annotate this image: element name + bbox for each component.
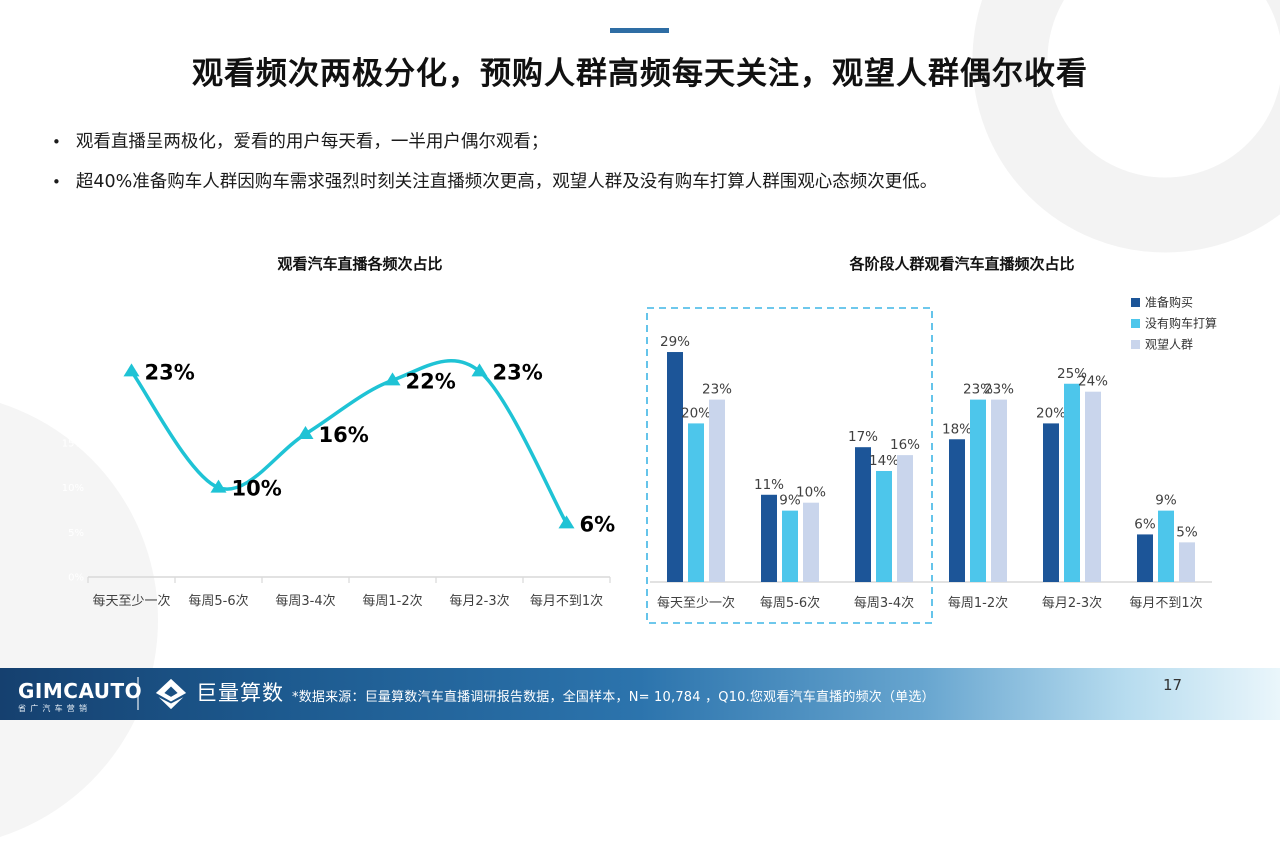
bar-value-label: 23%	[984, 382, 1014, 398]
bar-value-label: 10%	[796, 485, 826, 501]
x-category-label: 每周5-6次	[188, 593, 248, 609]
bar	[1043, 423, 1059, 582]
triangle-marker-icon	[210, 479, 227, 493]
line-chart: 观看汽车直播各频次占比 0% 5% 10% 15% 20% 25% 每天至少一次 每周5-6次 每…	[62, 255, 615, 609]
bar-value-label: 17%	[848, 429, 878, 445]
bar	[970, 399, 986, 582]
bar-value-label: 9%	[1155, 493, 1177, 509]
brand-subtitle: 省广汽车营销	[18, 704, 92, 713]
chart-title: 各阶段人群观看汽车直播频次占比	[848, 255, 1074, 273]
triangle-marker-icon	[297, 425, 314, 439]
bar	[667, 352, 683, 582]
bar	[782, 510, 798, 582]
bar	[949, 439, 965, 582]
x-category-label: 每周3-4次	[854, 595, 914, 611]
bullet-item: • 超40%准备购车人群因购车需求强烈时刻关注直播频次更高，观望人群及没有购车打…	[48, 169, 1198, 196]
x-category-label: 每天至少一次	[657, 595, 735, 611]
legend-label: 没有购车打算	[1145, 316, 1217, 331]
triangle-marker-icon	[384, 372, 401, 386]
bar	[1137, 534, 1153, 582]
x-category-label: 每周1-2次	[948, 595, 1008, 611]
triangle-marker-icon	[471, 363, 488, 377]
data-label: 16%	[319, 423, 369, 447]
data-label: 22%	[406, 369, 456, 393]
bar	[709, 399, 725, 582]
bar	[991, 399, 1007, 582]
footer-bar: GIMCAUTO 省广汽车营销 巨量算数 *数据来源：巨量算数汽车直播调研报告数…	[0, 668, 1280, 720]
x-category-label: 每月2-3次	[1042, 595, 1102, 611]
bar	[876, 470, 892, 582]
bar	[1158, 510, 1174, 582]
bar-value-label: 6%	[1134, 516, 1156, 532]
ocean-engine-wordmark: 巨量算数	[196, 681, 284, 705]
bar-chart: 各阶段人群观看汽车直播频次占比每天至少一次29%20%23%每周5-6次11%9…	[646, 255, 1217, 624]
data-label: 23%	[493, 360, 543, 384]
legend-swatch	[1131, 298, 1140, 307]
bar	[1085, 391, 1101, 582]
bar	[803, 502, 819, 582]
x-category-label: 每周5-6次	[760, 595, 820, 611]
x-category-label: 每月2-3次	[449, 593, 509, 609]
line-chart-root: 观看汽车直播各频次占比 0% 5% 10% 15% 20% 25% 每天至少一次 每周5-6次 每…	[62, 255, 615, 609]
triangle-marker-icon	[558, 515, 575, 529]
bar-value-label: 16%	[890, 437, 920, 453]
chart-title: 观看汽车直播各频次占比	[277, 255, 442, 273]
bar	[1064, 383, 1080, 582]
line-series	[129, 359, 569, 526]
y-tick-label: 20%	[62, 394, 84, 405]
x-category-label: 每月不到1次	[1129, 595, 1202, 611]
brand-block: GIMCAUTO 省广汽车营销	[18, 681, 142, 713]
bar-value-label: 14%	[869, 453, 899, 469]
x-category-label: 每月不到1次	[530, 593, 603, 609]
page-number: 17	[1163, 676, 1183, 694]
y-tick-label: 5%	[68, 528, 84, 539]
x-category-label: 每周1-2次	[362, 593, 422, 609]
triangle-marker-icon	[123, 363, 140, 377]
data-source-note: *数据来源：巨量算数汽车直播调研报告数据，全国样本，N= 10,784 ，Q10…	[292, 690, 935, 705]
bar-value-label: 20%	[681, 405, 711, 421]
bar-value-label: 18%	[942, 421, 972, 437]
bar-value-label: 24%	[1078, 374, 1108, 390]
legend-swatch	[1131, 340, 1140, 349]
bar-chart-root: 各阶段人群观看汽车直播频次占比每天至少一次29%20%23%每周5-6次11%9…	[646, 255, 1217, 624]
bar	[688, 423, 704, 582]
page-title: 观看频次两极分化，预购人群高频每天关注，观望人群偶尔收看	[192, 56, 1088, 92]
bar-value-label: 25%	[1057, 366, 1087, 382]
y-tick-label: 25%	[62, 349, 84, 360]
data-label: 6%	[580, 512, 616, 536]
title-accent-bar	[610, 28, 669, 33]
bar-value-label: 23%	[963, 382, 993, 398]
x-category-label: 每周3-4次	[275, 593, 335, 609]
bullet-marker: •	[52, 173, 61, 192]
bar	[897, 455, 913, 582]
brand-logo-text: GIMCAUTO	[18, 679, 143, 703]
slide: 观看频次两极分化，预购人群高频每天关注，观望人群偶尔收看 • 观看直播呈两极化，…	[0, 0, 1280, 720]
legend-label: 准备购买	[1145, 295, 1193, 310]
y-tick-label: 0%	[68, 573, 84, 584]
bar	[855, 447, 871, 582]
legend-swatch	[1131, 319, 1140, 328]
bullet-list: • 观看直播呈两极化，爱看的用户每天看，一半用户偶尔观看； • 超40%准备购车…	[48, 129, 1198, 209]
data-label: 10%	[232, 477, 282, 501]
legend-label: 观望人群	[1145, 338, 1193, 352]
y-tick-label: 15%	[62, 438, 84, 449]
bar-value-label: 23%	[702, 382, 732, 398]
bar-value-label: 20%	[1036, 405, 1066, 421]
y-tick-label: 10%	[62, 483, 84, 494]
data-label: 23%	[145, 360, 195, 384]
bar-value-label: 11%	[754, 477, 784, 493]
bar	[761, 494, 777, 582]
bar-value-label: 9%	[779, 493, 801, 509]
bullet-marker: •	[52, 133, 61, 151]
bar-value-label: 29%	[660, 334, 690, 350]
bar-value-label: 5%	[1176, 524, 1198, 540]
bullet-item: • 观看直播呈两极化，爱看的用户每天看，一半用户偶尔观看；	[48, 129, 1198, 156]
footer-divider	[137, 677, 139, 710]
bullet-text: 观看直播呈两极化，爱看的用户每天看，一半用户偶尔观看；	[75, 132, 549, 152]
bullet-text: 超40%准备购车人群因购车需求强烈时刻关注直播频次更高，观望人群及没有购车打算人…	[75, 172, 938, 193]
bar	[1179, 542, 1195, 582]
ocean-engine-diamond-icon	[155, 678, 187, 710]
x-category-label: 每天至少一次	[92, 593, 170, 609]
